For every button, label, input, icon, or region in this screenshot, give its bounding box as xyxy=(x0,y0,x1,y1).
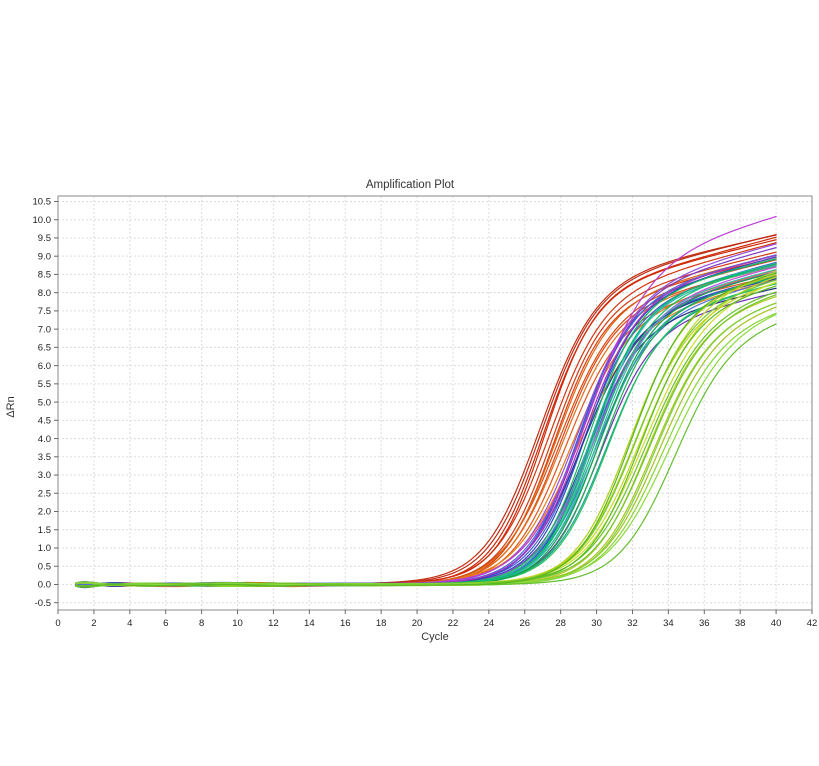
x-tick-label: 16 xyxy=(340,618,351,629)
x-tick-label: 2 xyxy=(91,618,96,629)
amplification-curve[interactable] xyxy=(75,276,777,586)
x-tick-label: 24 xyxy=(484,618,495,629)
x-tick-label: 32 xyxy=(627,618,638,629)
x-tick-label: 0 xyxy=(55,618,60,629)
y-tick-label: 7.5 xyxy=(38,306,51,317)
x-tick-label: 38 xyxy=(735,618,746,629)
amplification-curve[interactable] xyxy=(75,287,777,587)
x-tick-label: 6 xyxy=(163,618,168,629)
x-tick-label: 34 xyxy=(663,618,674,629)
amplification-curve[interactable] xyxy=(75,313,777,586)
y-tick-label: 5.0 xyxy=(38,397,51,408)
y-tick-label: 10.5 xyxy=(33,197,52,208)
y-tick-label: 10.0 xyxy=(33,215,52,226)
y-tick-label: 1.5 xyxy=(38,525,51,536)
y-tick-label: 0.5 xyxy=(38,561,51,572)
y-tick-label: 9.0 xyxy=(38,251,51,262)
y-tick-label: -0.5 xyxy=(35,598,51,609)
amplification-curve[interactable] xyxy=(75,277,777,586)
plot-border xyxy=(57,195,813,611)
amplification-curve[interactable] xyxy=(75,276,777,588)
amplification-curve[interactable] xyxy=(75,265,777,588)
x-tick-label: 42 xyxy=(807,618,818,629)
y-tick-label: 6.5 xyxy=(38,343,51,354)
x-tick-label: 18 xyxy=(376,618,387,629)
y-tick-label: 5.5 xyxy=(38,379,51,390)
y-tick-label: 0.0 xyxy=(38,580,51,591)
x-tick-label: 28 xyxy=(555,618,566,629)
grid xyxy=(58,196,812,610)
x-tick-label: 4 xyxy=(127,618,132,629)
axis-ticks xyxy=(54,200,813,614)
x-tick-label: 12 xyxy=(268,618,279,629)
y-tick-label: 4.0 xyxy=(38,434,51,445)
amplification-curve[interactable] xyxy=(75,275,777,588)
y-axis-label: ΔRn xyxy=(5,396,17,417)
x-tick-label: 36 xyxy=(699,618,710,629)
amplification-curve[interactable] xyxy=(75,294,777,586)
y-tick-label: 8.5 xyxy=(38,270,51,281)
y-tick-label: 7.0 xyxy=(38,324,51,335)
x-tick-label: 26 xyxy=(519,618,530,629)
y-tick-labels: -0.5 0.0 0.5 1.0 1.5 2.0 2.5 3.0 3.5 4.0 4.5 5.0 5.5… xyxy=(33,197,52,609)
y-tick-label: 2.0 xyxy=(38,507,51,518)
x-axis-label: Cycle xyxy=(421,631,449,643)
x-tick-label: 20 xyxy=(412,618,423,629)
amplification-curve[interactable] xyxy=(75,279,777,586)
x-tick-label: 10 xyxy=(232,618,243,629)
y-tick-label: 3.0 xyxy=(38,470,51,481)
amplification-curve[interactable] xyxy=(75,247,777,586)
x-tick-label: 40 xyxy=(771,618,782,629)
x-tick-label: 8 xyxy=(199,618,204,629)
y-tick-label: 1.0 xyxy=(38,543,51,554)
y-tick-label: 6.0 xyxy=(38,361,51,372)
amplification-curve[interactable] xyxy=(75,312,777,588)
amplification-curve[interactable] xyxy=(75,272,777,588)
amplification-curve[interactable] xyxy=(75,296,777,587)
y-tick-label: 4.5 xyxy=(38,416,51,427)
x-tick-label: 14 xyxy=(304,618,315,629)
chart-title: Amplification Plot xyxy=(366,179,455,191)
y-tick-label: 2.5 xyxy=(38,488,51,499)
y-tick-label: 9.5 xyxy=(38,233,51,244)
y-tick-label: 8.0 xyxy=(38,288,51,299)
x-tick-label: 22 xyxy=(448,618,459,629)
y-tick-label: 3.5 xyxy=(38,452,51,463)
amplification-curve[interactable] xyxy=(75,276,777,586)
x-tick-label: 30 xyxy=(591,618,602,629)
amplification-curve[interactable] xyxy=(75,276,777,587)
amplification-curves xyxy=(75,215,777,589)
x-tick-labels: 0 2 4 6 8 10 12 14 16 18 20 22 24 26 28 30 32 34 36 38 40 42 xyxy=(55,618,817,629)
